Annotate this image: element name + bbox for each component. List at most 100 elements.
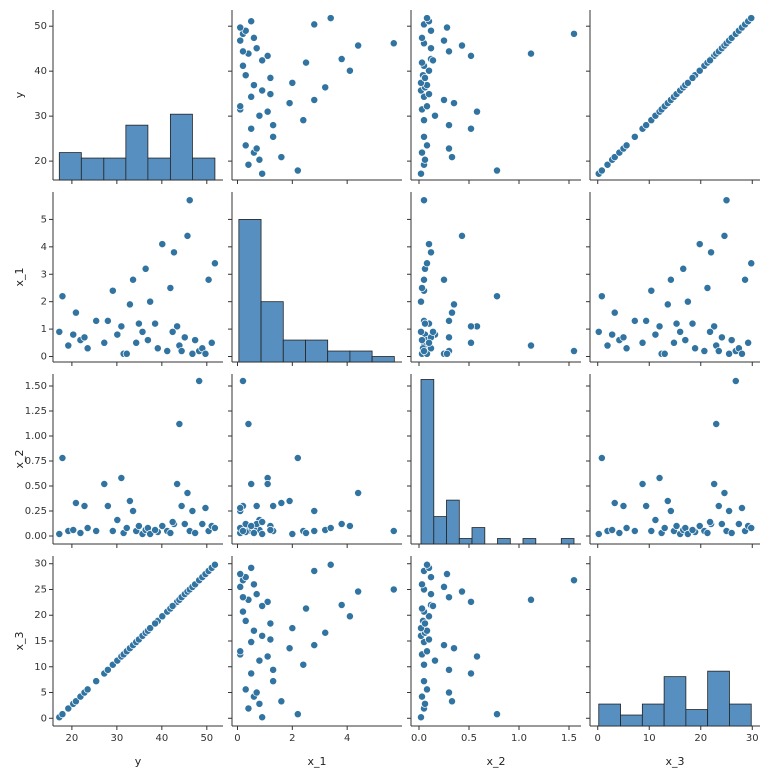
scatter-point	[299, 116, 308, 125]
hist-bar	[169, 113, 193, 181]
scatter-point	[744, 338, 753, 347]
scatter-point	[425, 635, 433, 644]
hist-bar	[420, 379, 435, 545]
scatter-point	[241, 685, 250, 694]
scatter-point	[423, 259, 431, 268]
scatter-point	[263, 652, 272, 661]
scatter-point	[615, 529, 624, 537]
scatter-point	[103, 502, 112, 510]
scatter-point	[288, 78, 297, 87]
scatter-point	[158, 522, 167, 530]
scatter-point	[638, 338, 647, 347]
x-tick-label: 10	[643, 733, 656, 744]
scatter-point	[417, 327, 425, 336]
y-tick-label: 3	[41, 269, 47, 280]
scatter-point	[681, 336, 690, 345]
scatter-point	[421, 319, 429, 328]
scatter-point	[423, 647, 431, 656]
scatter-point	[239, 47, 247, 56]
scatter-point	[655, 322, 664, 331]
scatter-point	[326, 560, 335, 569]
scatter-point	[277, 499, 286, 507]
scatter-point	[239, 607, 247, 616]
scatter-point	[597, 292, 606, 301]
scatter-point	[418, 58, 426, 67]
scatter-point	[570, 347, 578, 355]
y-tick-label: 1.00	[25, 431, 47, 442]
scatter-point	[151, 619, 160, 628]
scatter-point	[345, 612, 354, 621]
scatter-point	[247, 124, 256, 133]
scatter-point	[58, 292, 67, 301]
scatter-point	[655, 474, 664, 482]
scatter-point	[168, 327, 177, 336]
scatter-point	[321, 628, 330, 637]
y-tick-label: 20	[34, 610, 47, 621]
scatter-point	[630, 316, 639, 325]
scatter-point	[151, 319, 160, 328]
scatter-point	[695, 240, 704, 249]
scatter-point	[69, 526, 78, 534]
y-tick-label: 1.25	[25, 406, 47, 417]
scatter-point	[113, 516, 122, 524]
scatter-point	[445, 144, 453, 153]
scatter-point	[64, 341, 73, 350]
scatter-point	[423, 14, 431, 23]
y-tick-label: 10	[34, 662, 47, 673]
scatter-point	[706, 327, 714, 336]
scatter-point	[642, 316, 651, 325]
y-tick-label: 0.00	[25, 531, 47, 542]
scatter-point	[258, 86, 267, 95]
scatter-point	[445, 688, 453, 697]
scatter-point	[610, 308, 619, 317]
scatter-point	[58, 454, 67, 462]
hist-bar	[522, 538, 537, 545]
y-axis-label: y	[13, 91, 26, 98]
scatter-point	[55, 530, 64, 538]
scatter-point	[450, 99, 458, 108]
y-tick-label: 15	[34, 636, 47, 647]
scatter-point	[420, 347, 428, 355]
scatter-point	[247, 92, 256, 101]
hist-bar	[641, 703, 665, 727]
scatter-point	[720, 231, 729, 240]
scatter-point	[642, 502, 651, 510]
scatter-point	[427, 590, 435, 599]
scatter-point	[425, 90, 433, 99]
hist-bar	[58, 152, 82, 181]
y-tick-label: 5	[41, 214, 47, 225]
scatter-point	[236, 582, 245, 591]
scatter-point	[706, 56, 714, 65]
scatter-point	[672, 522, 681, 530]
x-tick-label: 30	[110, 733, 123, 744]
scatter-point	[345, 522, 354, 530]
scatter-point	[125, 300, 134, 309]
scatter-point	[302, 529, 310, 537]
scatter-point	[527, 341, 535, 350]
hist-bar	[349, 350, 373, 363]
hist-bar	[238, 219, 262, 363]
scatter-point	[191, 336, 200, 345]
scatter-point	[597, 454, 606, 462]
scatter-point	[170, 248, 178, 257]
scatter-point	[80, 502, 89, 510]
scatter-point	[738, 504, 746, 512]
scatter-point	[158, 612, 167, 621]
scatter-point	[354, 587, 363, 596]
hist-bar	[458, 538, 473, 545]
scatter-point	[443, 349, 451, 358]
scatter-point	[249, 529, 258, 537]
scatter-point	[647, 527, 656, 535]
scatter-point	[695, 522, 704, 530]
x-tick-label: 0	[234, 733, 240, 744]
scatter-point	[285, 99, 294, 108]
scatter-point	[293, 710, 302, 719]
scatter-point	[125, 497, 134, 505]
scatter-point	[258, 530, 267, 538]
hist-bar	[446, 499, 460, 545]
scatter-point	[310, 95, 319, 104]
scatter-point	[450, 644, 458, 653]
scatter-point	[92, 677, 101, 686]
scatter-point	[418, 336, 426, 345]
scatter-point	[440, 582, 448, 591]
